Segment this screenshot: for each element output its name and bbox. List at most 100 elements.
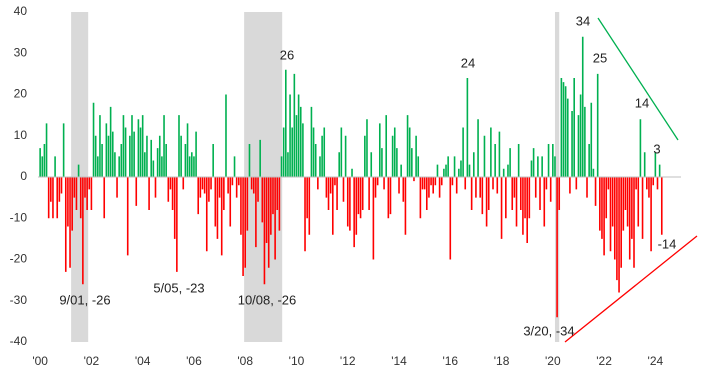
bar [656,177,659,190]
bars [38,36,681,318]
bar [158,135,161,177]
bar [658,164,661,177]
bar [308,177,311,235]
bar [537,156,539,177]
bar [541,156,543,177]
bar [346,177,349,227]
bar [289,94,291,177]
bar [637,177,640,227]
bar [291,127,294,177]
bar [169,177,172,190]
bar [607,177,610,190]
bar [648,177,650,198]
bar [302,123,304,177]
bar [62,123,65,177]
y-tick-label: -20 [10,252,28,266]
bar [41,156,44,177]
bar [50,177,52,202]
bar [603,177,605,256]
bar [391,135,394,177]
annotation: 26 [280,47,294,62]
bar [261,177,264,223]
x-tick-label: '14 [391,354,407,368]
bar [212,144,214,177]
bar [575,177,578,190]
bar [238,177,240,186]
bar [519,177,522,210]
bar [71,177,73,231]
y-tick-label: 0 [20,169,27,183]
bar [314,144,317,177]
bar [156,148,159,177]
bar [398,177,400,194]
bar [178,115,180,177]
bar [317,177,319,190]
bar [383,177,385,190]
bar [129,135,131,177]
bar [411,148,413,177]
bar [425,177,428,210]
x-tick-label: '02 [84,354,100,368]
bar [490,127,492,177]
bar [413,177,415,182]
bar [592,168,595,177]
bar [137,119,140,177]
bar [385,115,388,177]
bar [633,177,635,268]
bar [227,177,229,194]
bar [141,115,144,177]
bar [374,177,377,198]
bar [135,177,138,206]
bar [103,177,106,219]
bar [524,177,526,219]
bar [579,94,582,177]
x-tick-label: '16 [442,354,458,368]
bar [111,131,114,177]
bar [312,127,315,177]
bar [223,177,225,210]
bar [479,177,481,198]
bar [611,177,614,227]
bar [588,144,590,177]
bar [45,123,48,177]
bar [304,177,306,252]
annotation: 24 [461,55,475,70]
bar [242,177,244,276]
bar [372,177,375,260]
bar [161,156,163,177]
bar [650,177,652,252]
bar [545,177,548,190]
bar [470,177,473,210]
bar [423,177,426,190]
y-tick-label: 20 [14,87,28,101]
bar [293,73,296,177]
bar [231,177,234,186]
bar [458,168,460,177]
bar [325,177,328,198]
bar [554,156,556,177]
bar [353,177,355,248]
bar [43,144,46,177]
bar [287,152,289,177]
bar [97,156,99,177]
bar [282,127,285,177]
bar [408,127,411,177]
bar [84,177,86,198]
bar [455,177,458,194]
bar [522,177,524,235]
bar [577,115,580,177]
bar [654,152,657,177]
bar [319,156,321,177]
bar [90,177,93,210]
bar [193,156,195,177]
bar [628,177,631,260]
bar [208,177,210,202]
bar [417,156,420,177]
bar [590,102,593,177]
bar [334,177,336,186]
bar [336,177,338,210]
bar [402,177,405,202]
bar [366,119,368,177]
bar [120,144,123,177]
